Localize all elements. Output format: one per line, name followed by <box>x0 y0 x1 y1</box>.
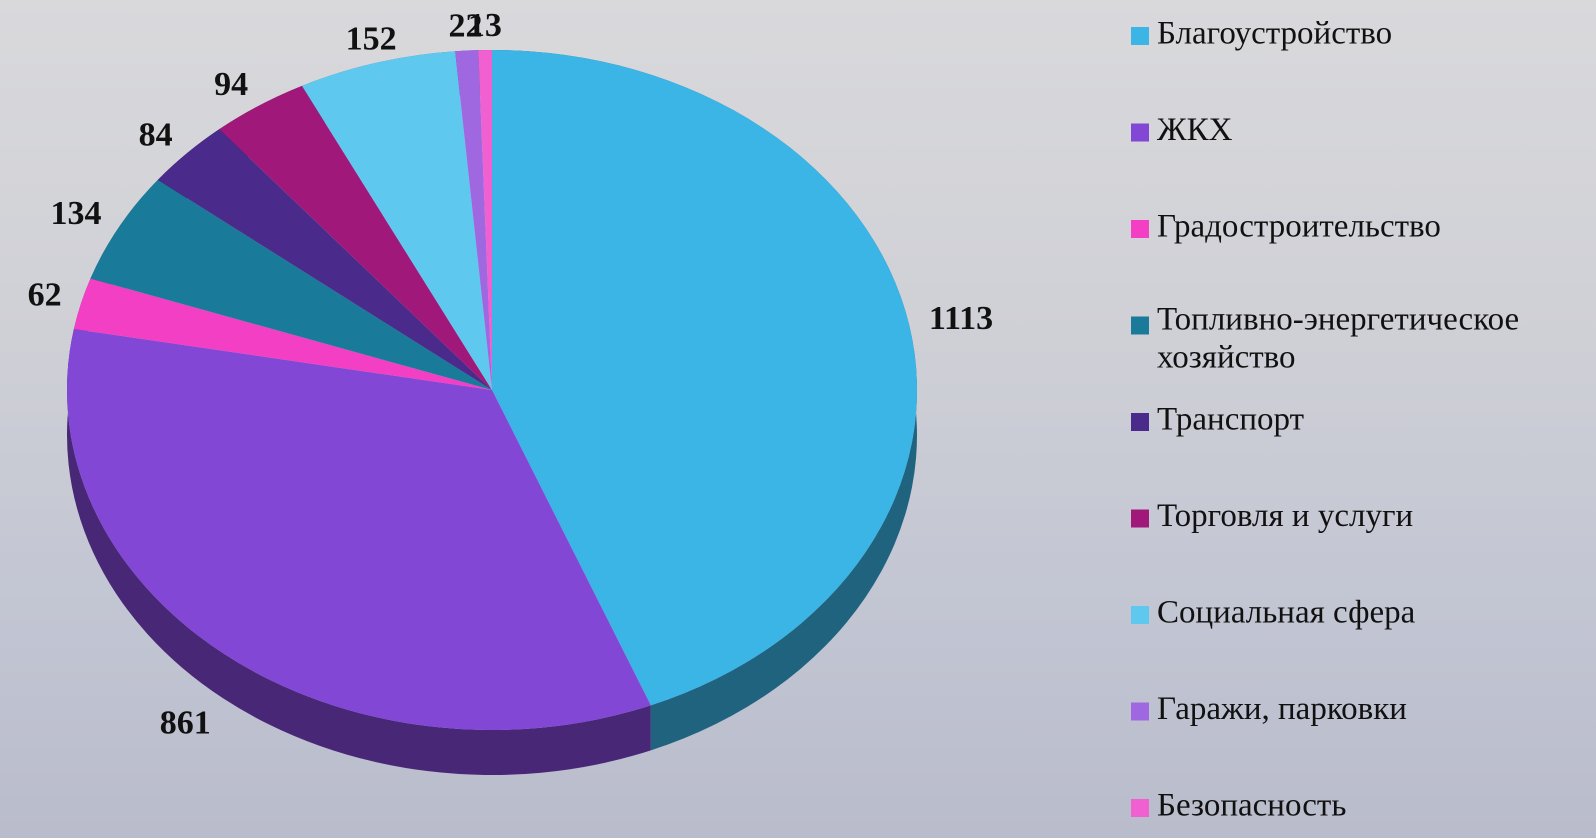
legend-swatch <box>1131 27 1149 45</box>
page: 11138616213484941522213БлагоустройствоЖК… <box>0 0 1596 838</box>
value-label: 62 <box>28 277 62 314</box>
value-label: 861 <box>160 704 211 741</box>
legend-label: Благоустройство <box>1157 16 1392 52</box>
value-label: 84 <box>139 117 173 154</box>
legend-swatch <box>1131 606 1149 624</box>
legend-swatch <box>1131 124 1149 142</box>
legend-label: Безопасность <box>1157 788 1346 824</box>
legend-swatch <box>1131 510 1149 528</box>
value-label: 13 <box>468 7 502 44</box>
legend-label: Градостроительство <box>1157 209 1441 245</box>
legend-swatch <box>1131 220 1149 238</box>
value-label: 94 <box>214 66 248 103</box>
legend-label: Социальная сфера <box>1157 595 1416 631</box>
legend-label: Гаражи, парковки <box>1157 691 1407 727</box>
legend-swatch <box>1131 317 1149 335</box>
legend-label: Транспорт <box>1157 402 1304 438</box>
value-label: 1113 <box>929 300 993 337</box>
legend-swatch <box>1131 413 1149 431</box>
legend-label: ЖКХ <box>1157 112 1233 148</box>
legend-swatch <box>1131 703 1149 721</box>
value-label: 134 <box>50 195 101 232</box>
value-label: 152 <box>346 20 397 57</box>
legend-label: Торговля и услуги <box>1157 498 1413 534</box>
chart: 11138616213484941522213БлагоустройствоЖК… <box>0 0 1596 838</box>
legend-swatch <box>1131 799 1149 817</box>
